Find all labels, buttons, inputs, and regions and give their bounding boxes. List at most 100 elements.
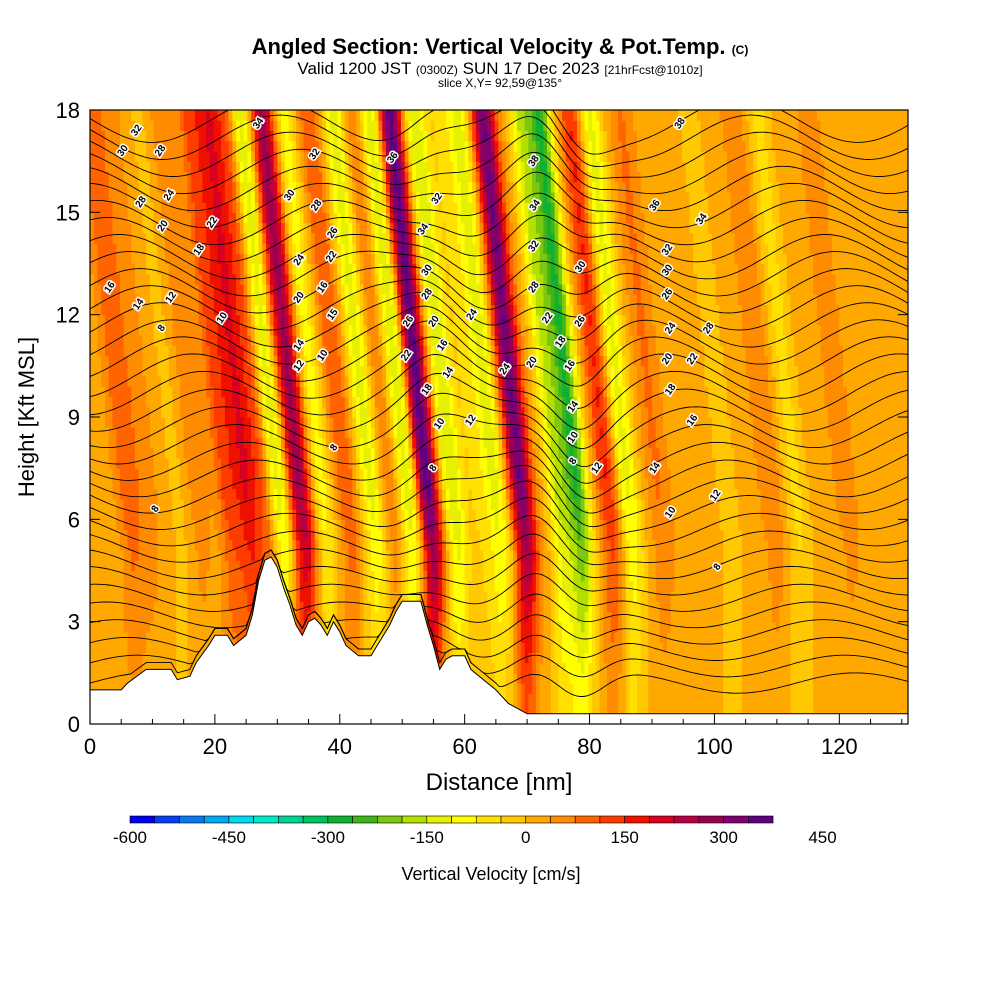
- field-cell: [315, 223, 319, 234]
- field-cell: [371, 120, 375, 131]
- field-cell: [266, 161, 270, 172]
- field-cell: [364, 468, 368, 479]
- field-cell: [101, 325, 105, 336]
- field-cell: [184, 376, 188, 387]
- field-cell: [386, 489, 390, 500]
- field-cell: [124, 437, 128, 448]
- field-cell: [199, 571, 203, 582]
- field-cell: [251, 304, 255, 315]
- field-cell: [349, 253, 353, 264]
- field-cell: [187, 356, 191, 367]
- field-cell: [206, 571, 210, 582]
- field-cell: [337, 141, 341, 152]
- field-cell: [199, 335, 203, 346]
- field-cell: [191, 489, 195, 500]
- field-cell: [127, 448, 131, 459]
- field-cell: [375, 581, 379, 592]
- field-cell: [371, 212, 375, 223]
- field-cell: [120, 264, 124, 275]
- field-cell: [191, 212, 195, 223]
- field-cell: [116, 120, 120, 131]
- field-cell: [165, 519, 169, 530]
- field-cell: [397, 243, 401, 254]
- field-cell: [176, 622, 180, 633]
- field-cell: [97, 581, 101, 592]
- field-cell: [97, 110, 101, 121]
- field-cell: [165, 407, 169, 418]
- field-cell: [109, 376, 113, 387]
- field-cell: [319, 417, 323, 428]
- field-cell: [180, 294, 184, 305]
- field-cell: [105, 571, 109, 582]
- field-cell: [116, 397, 120, 408]
- field-cell: [345, 468, 349, 479]
- field-cell: [232, 550, 236, 561]
- field-cell: [375, 120, 379, 131]
- field-cell: [199, 171, 203, 182]
- field-cell: [277, 243, 281, 254]
- field-cell: [375, 540, 379, 551]
- field-cell: [281, 274, 285, 285]
- field-cell: [202, 356, 206, 367]
- field-cell: [319, 550, 323, 561]
- field-cell: [157, 571, 161, 582]
- field-cell: [364, 366, 368, 377]
- field-cell: [337, 468, 341, 479]
- field-cell: [176, 243, 180, 254]
- field-cell: [169, 540, 173, 551]
- field-cell: [184, 304, 188, 315]
- field-cell: [345, 571, 349, 582]
- field-cell: [311, 417, 315, 428]
- field-cell: [259, 233, 263, 244]
- field-cell: [217, 519, 221, 530]
- field-cell: [157, 458, 161, 469]
- field-cell: [150, 202, 154, 213]
- field-cell: [378, 223, 382, 234]
- field-cell: [94, 397, 98, 408]
- field-cell: [240, 110, 244, 121]
- field-cell: [281, 427, 285, 438]
- field-cell: [255, 468, 259, 479]
- field-cell: [150, 366, 154, 377]
- field-cell: [255, 427, 259, 438]
- field-cell: [240, 356, 244, 367]
- field-cell: [356, 294, 360, 305]
- field-cell: [124, 130, 128, 141]
- field-cell: [390, 182, 394, 193]
- field-cell: [184, 243, 188, 254]
- field-cell: [255, 478, 259, 489]
- field-cell: [225, 489, 229, 500]
- field-cell: [371, 427, 375, 438]
- field-cell: [266, 233, 270, 244]
- field-cell: [281, 560, 285, 571]
- field-cell: [139, 611, 143, 622]
- field-cell: [304, 274, 308, 285]
- field-cell: [94, 448, 98, 459]
- field-cell: [341, 601, 345, 612]
- field-cell: [364, 253, 368, 264]
- field-cell: [187, 632, 191, 643]
- field-cell: [225, 274, 229, 285]
- field-cell: [109, 530, 113, 541]
- field-cell: [262, 212, 266, 223]
- field-cell: [236, 458, 240, 469]
- field-cell: [386, 478, 390, 489]
- field-cell: [184, 663, 188, 674]
- field-cell: [397, 274, 401, 285]
- field-cell: [187, 171, 191, 182]
- field-cell: [266, 274, 270, 285]
- field-cell: [229, 264, 233, 275]
- field-cell: [236, 519, 240, 530]
- field-cell: [217, 448, 221, 459]
- field-cell: [135, 571, 139, 582]
- field-cell: [105, 499, 109, 510]
- field-cell: [311, 437, 315, 448]
- field-cell: [378, 182, 382, 193]
- field-cell: [116, 110, 120, 121]
- field-cell: [274, 315, 278, 326]
- field-cell: [277, 182, 281, 193]
- field-cell: [131, 233, 135, 244]
- field-cell: [251, 253, 255, 264]
- field-cell: [285, 151, 289, 162]
- field-cell: [165, 427, 169, 438]
